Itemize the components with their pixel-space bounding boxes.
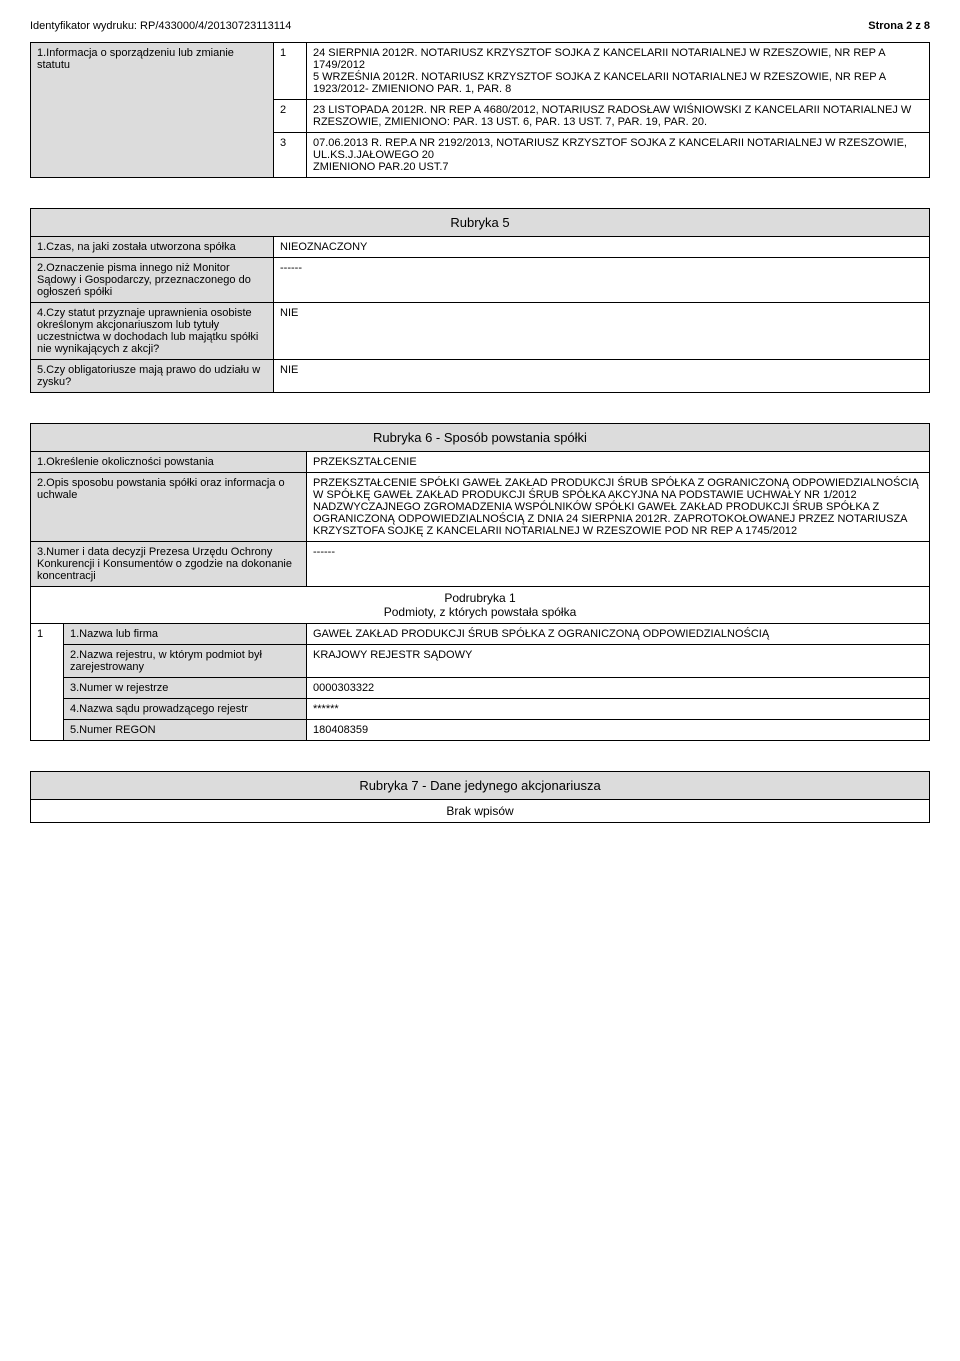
r6-label: 1.Określenie okoliczności powstania [31,452,307,473]
row-num: 3 [274,133,307,178]
r6-value: PRZEKSZTAŁCENIE SPÓŁKI GAWEŁ ZAKŁAD PROD… [307,473,930,542]
pr-value: GAWEŁ ZAKŁAD PRODUKCJI ŚRUB SPÓŁKA Z OGR… [307,624,930,645]
pr-value: KRAJOWY REJESTR SĄDOWY [307,645,930,678]
podrubryka-header: Podrubryka 1 Podmioty, z których powstał… [31,587,930,624]
print-id: Identyfikator wydruku: RP/433000/4/20130… [30,20,291,32]
rubryka7-title: Rubryka 7 - Dane jedynego akcjonariusza [31,772,930,800]
row-text: 23 LISTOPADA 2012R. NR REP A 4680/2012, … [307,100,930,133]
pr-label: 2.Nazwa rejestru, w którym podmiot był z… [64,645,307,678]
r5-label: 5.Czy obligatoriusze mają prawo do udzia… [31,360,274,393]
row-text: 24 SIERPNIA 2012R. NOTARIUSZ KRZYSZTOF S… [307,43,930,100]
rubryka7-subtitle: Brak wpisów [31,800,930,823]
r5-value: NIEOZNACZONY [274,237,930,258]
pr-value: 0000303322 [307,678,930,699]
pr-label: 5.Numer REGON [64,720,307,741]
statut-label: 1.Informacja o sporządzeniu lub zmianie … [31,43,274,178]
pr-value: ****** [307,699,930,720]
r5-value: NIE [274,303,930,360]
r5-label: 2.Oznaczenie pisma innego niż Monitor Są… [31,258,274,303]
podrubryka-title1: Podrubryka 1 [35,591,925,605]
rubryka6-title: Rubryka 6 - Sposób powstania spółki [31,424,930,452]
rubryka5-title: Rubryka 5 [31,209,930,237]
r6-value: ------ [307,542,930,587]
r6-label: 3.Numer i data decyzji Prezesa Urzędu Oc… [31,542,307,587]
row-num: 1 [274,43,307,100]
pr-value: 180408359 [307,720,930,741]
page-number: Strona 2 z 8 [868,20,930,32]
pr-label: 4.Nazwa sądu prowadzącego rejestr [64,699,307,720]
r5-value: ------ [274,258,930,303]
statut-info-table: 1.Informacja o sporządzeniu lub zmianie … [30,42,930,178]
r5-value: NIE [274,360,930,393]
r5-label: 4.Czy statut przyznaje uprawnienia osobi… [31,303,274,360]
rubryka6-table: Rubryka 6 - Sposób powstania spółki 1.Ok… [30,423,930,741]
r5-label: 1.Czas, na jaki została utworzona spółka [31,237,274,258]
row-text: 07.06.2013 R. REP.A NR 2192/2013, NOTARI… [307,133,930,178]
pr-label: 1.Nazwa lub firma [64,624,307,645]
podrubryka-num: 1 [31,624,64,741]
rubryka7-table: Rubryka 7 - Dane jedynego akcjonariusza … [30,771,930,823]
podrubryka-title2: Podmioty, z których powstała spółka [35,605,925,619]
pr-label: 3.Numer w rejestrze [64,678,307,699]
rubryka5-table: Rubryka 5 1.Czas, na jaki została utworz… [30,208,930,393]
row-num: 2 [274,100,307,133]
r6-label: 2.Opis sposobu powstania spółki oraz inf… [31,473,307,542]
r6-value: PRZEKSZTAŁCENIE [307,452,930,473]
page-header: Identyfikator wydruku: RP/433000/4/20130… [30,20,930,32]
